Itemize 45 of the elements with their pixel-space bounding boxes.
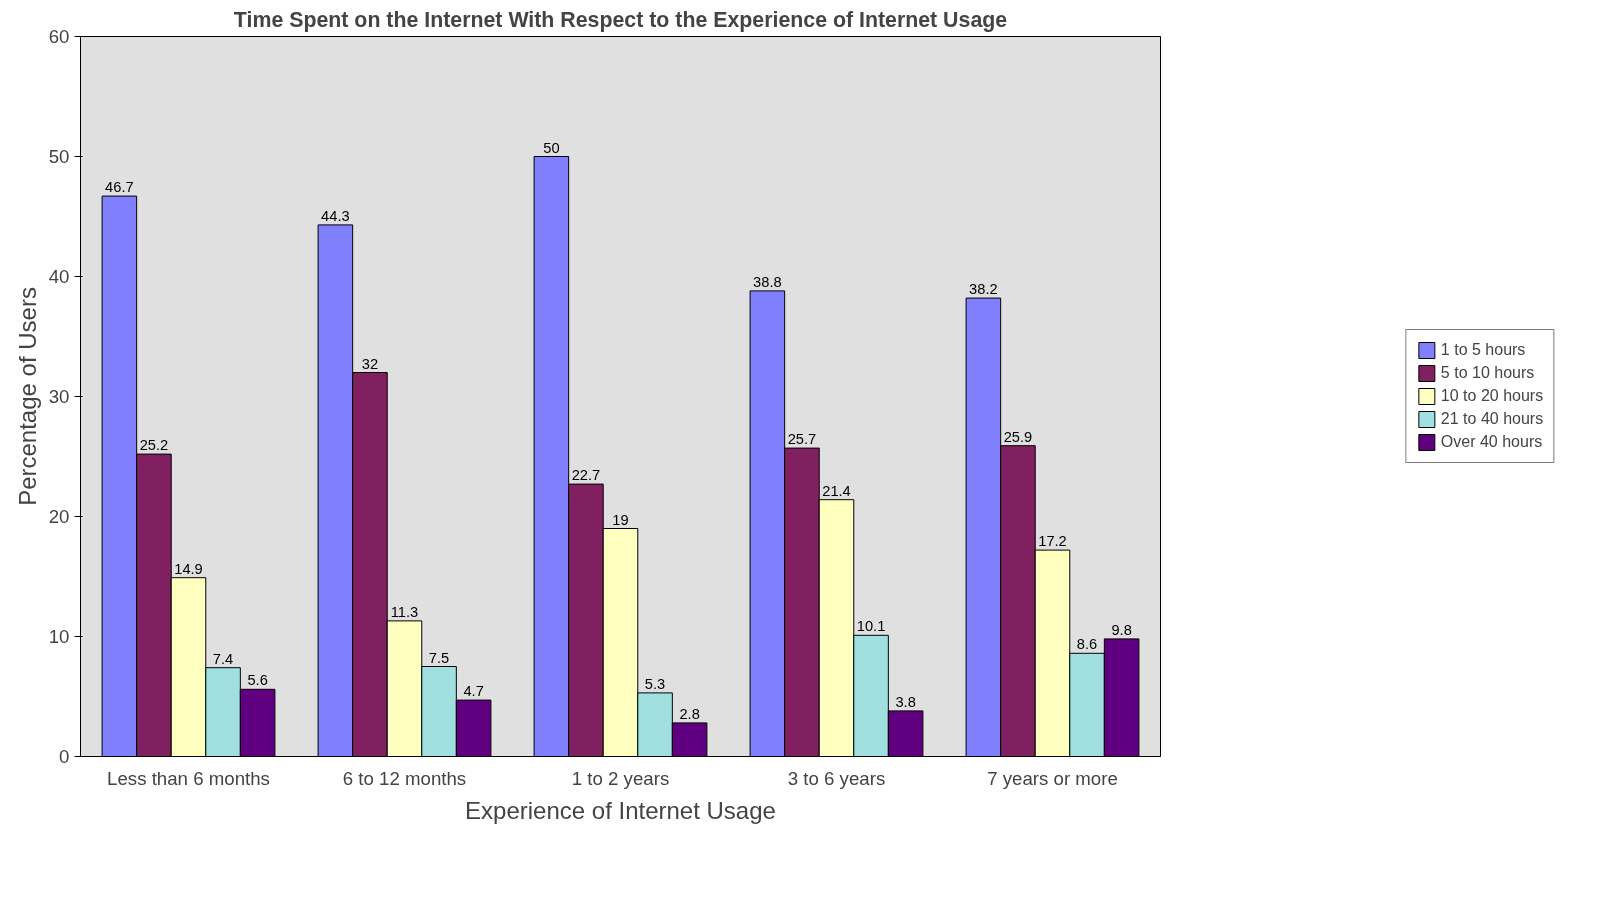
data-label: 19 bbox=[612, 511, 629, 528]
y-tick-label: 10 bbox=[48, 626, 70, 647]
y-axis-title: Percentage of Users bbox=[13, 287, 41, 506]
data-label: 32 bbox=[361, 355, 379, 372]
y-tick-label: 0 bbox=[59, 746, 70, 767]
data-label: 38.8 bbox=[753, 273, 782, 290]
data-label: 5.6 bbox=[247, 672, 268, 689]
data-label: 25.9 bbox=[1003, 428, 1033, 445]
data-label: 25.2 bbox=[139, 437, 169, 454]
y-tick-label: 40 bbox=[48, 266, 70, 287]
legend-label: 1 to 5 hours bbox=[1440, 341, 1526, 359]
y-tick-label: 50 bbox=[48, 146, 70, 167]
x-tick-label: 1 to 2 years bbox=[571, 767, 670, 789]
data-label: 25.7 bbox=[787, 431, 817, 448]
data-label: 22.7 bbox=[571, 467, 601, 484]
x-tick-label: 7 years or more bbox=[987, 767, 1118, 789]
x-axis-title: Experience of Internet Usage bbox=[465, 796, 776, 824]
data-label: 14.9 bbox=[174, 560, 203, 577]
legend-label: Over 40 hours bbox=[1440, 433, 1543, 451]
y-tick-label: 20 bbox=[48, 506, 70, 527]
legend-label: 21 to 40 hours bbox=[1440, 410, 1544, 428]
x-tick-label: 6 to 12 months bbox=[342, 767, 467, 789]
data-label: 3.8 bbox=[895, 693, 916, 710]
data-label: 4.7 bbox=[463, 683, 484, 700]
legend-label: 5 to 10 hours bbox=[1440, 364, 1535, 382]
chart-title: Time Spent on the Internet With Respect to the Experience of Internet Usage bbox=[233, 7, 1008, 32]
data-label: 46.7 bbox=[105, 179, 134, 196]
legend-label: 10 to 20 hours bbox=[1440, 387, 1544, 405]
data-label: 7.4 bbox=[212, 650, 234, 667]
x-tick-label: 3 to 6 years bbox=[787, 767, 886, 789]
data-label: 10.1 bbox=[856, 618, 886, 635]
data-label: 8.6 bbox=[1076, 636, 1098, 653]
data-label: 44.3 bbox=[321, 207, 350, 224]
data-label: 38.2 bbox=[969, 281, 998, 298]
data-label: 50 bbox=[543, 139, 560, 156]
data-label: 7.5 bbox=[428, 649, 450, 666]
data-label: 11.3 bbox=[390, 603, 419, 620]
y-tick-label: 60 bbox=[48, 26, 70, 47]
data-label: 17.2 bbox=[1038, 533, 1067, 550]
data-label: 2.8 bbox=[679, 705, 700, 722]
data-label: 5.3 bbox=[644, 675, 666, 692]
x-tick-label: Less than 6 months bbox=[107, 767, 270, 789]
data-label: 21.4 bbox=[822, 482, 851, 499]
data-label: 9.8 bbox=[1111, 621, 1132, 638]
y-tick-label: 30 bbox=[48, 386, 70, 407]
